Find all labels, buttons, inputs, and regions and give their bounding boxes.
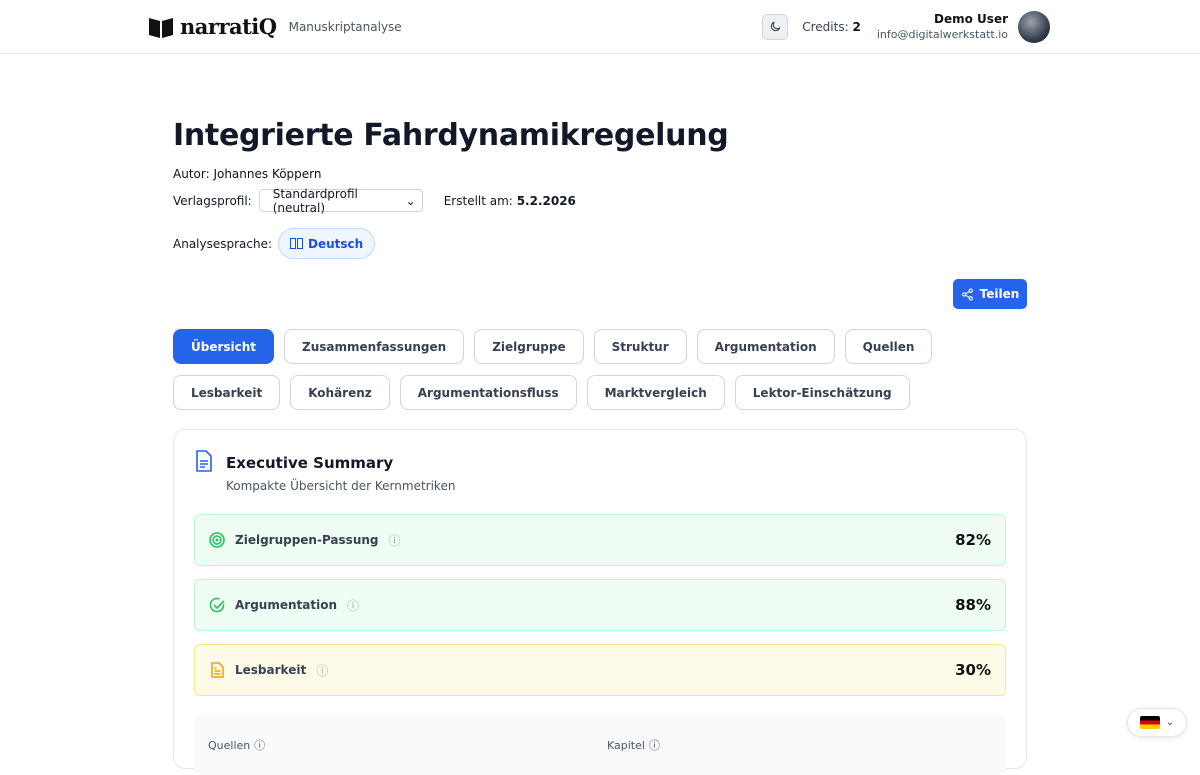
card-title: Executive Summary <box>226 454 394 472</box>
book-icon <box>149 17 173 38</box>
metric-label: Lesbarkeit <box>235 663 307 677</box>
tab-struktur[interactable]: Struktur <box>593 329 687 364</box>
document-icon <box>211 662 224 678</box>
credits: Credits: 2 <box>802 20 861 34</box>
document-icon <box>196 450 212 472</box>
tab-kohärenz[interactable]: Kohärenz <box>290 375 390 410</box>
profile-value: Standardprofil (neutral) <box>272 186 358 215</box>
logo[interactable]: narratiQ <box>148 14 277 39</box>
user-name: Demo User <box>934 12 1008 26</box>
tab-zielgruppe[interactable]: Zielgruppe <box>474 329 584 364</box>
details-row: Quellen ⓘ Kapitel ⓘ <box>194 715 1006 775</box>
sources-label: Quellen ⓘ <box>208 728 607 762</box>
credits-label: Credits: <box>802 19 849 34</box>
credits-value: 2 <box>852 19 861 34</box>
tab-argumentation[interactable]: Argumentation <box>696 329 835 364</box>
created-label: Erstellt am: <box>443 193 513 208</box>
card-subtitle: Kompakte Übersicht der Kernmetriken <box>226 479 456 493</box>
moon-icon <box>770 21 781 32</box>
share-icon <box>961 288 973 300</box>
metric-label: Zielgruppen-Passung <box>235 533 379 547</box>
brand-name: narratiQ <box>180 14 277 39</box>
metric-value: 82% <box>955 531 991 549</box>
tab-bar: Übersicht Zusammenfassungen Zielgruppe Stru… <box>173 329 1033 410</box>
language-value: Deutsch <box>308 236 364 251</box>
created-date: 5.2.2026 <box>516 193 576 208</box>
top-bar: narratiQ Manuskriptanalyse Credits: 2 De… <box>0 0 1200 54</box>
info-icon[interactable]: ⓘ <box>388 533 401 548</box>
tab-übersicht[interactable]: Übersicht <box>173 329 275 364</box>
info-icon[interactable]: ⓘ <box>316 663 329 678</box>
metric-value: 30% <box>955 661 991 679</box>
tab-quellen[interactable]: Quellen <box>844 329 933 364</box>
language-badge[interactable]: Deutsch <box>278 228 376 259</box>
tab-lesbarkeit[interactable]: Lesbarkeit <box>173 375 281 410</box>
metric-zielgruppen-passung: Zielgruppen-Passung ⓘ 82% <box>194 514 1006 566</box>
check-circle-icon <box>209 597 225 613</box>
executive-summary-card: Executive Summary Kompakte Übersicht der… <box>173 429 1027 775</box>
metric-lesbarkeit: Lesbarkeit ⓘ 30% <box>194 644 1006 696</box>
german-flag-icon <box>1139 716 1160 729</box>
info-icon[interactable]: ⓘ <box>648 739 660 752</box>
info-icon[interactable]: ⓘ <box>347 598 360 613</box>
language-switcher[interactable]: ⌄ <box>1127 708 1187 737</box>
language-label: Analysesprache: <box>173 236 273 251</box>
target-icon <box>209 532 225 548</box>
app-subtitle: Manuskriptanalyse <box>288 19 402 34</box>
metric-label: Argumentation <box>235 598 337 612</box>
chevron-down-icon: ⌄ <box>405 193 416 208</box>
publisher-profile-select[interactable]: Standardprofil (neutral) ⌄ <box>258 186 423 215</box>
author: Autor: Johannes Köppern <box>173 167 322 181</box>
avatar[interactable] <box>1018 10 1050 43</box>
share-button[interactable]: Teilen <box>953 279 1027 309</box>
dark-mode-toggle[interactable] <box>762 13 789 40</box>
profile-label: Verlagsprofil: <box>173 193 252 208</box>
metric-value: 88% <box>955 596 991 614</box>
tab-marktvergleich[interactable]: Marktvergleich <box>586 375 725 410</box>
sources-text: Quellen <box>208 738 251 752</box>
tab-zusammenfassungen[interactable]: Zusammenfassungen <box>284 329 465 364</box>
page-title: Integrierte Fahrdynamikregelung <box>173 118 729 153</box>
tab-lektor-einschätzung[interactable]: Lektor-Einschätzung <box>734 375 910 410</box>
chapters-text: Kapitel <box>607 738 645 752</box>
user-email: info@digitalwerkstatt.io <box>876 28 1008 41</box>
open-book-icon <box>290 238 304 249</box>
share-label: Teilen <box>979 287 1020 301</box>
chevron-down-icon: ⌄ <box>1165 717 1175 728</box>
info-icon[interactable]: ⓘ <box>254 739 266 752</box>
tab-argumentationsfluss[interactable]: Argumentationsfluss <box>399 375 577 410</box>
user-info[interactable]: Demo User info@digitalwerkstatt.io <box>877 12 1008 41</box>
metric-argumentation: Argumentation ⓘ 88% <box>194 579 1006 631</box>
chapters-label: Kapitel ⓘ <box>607 728 660 762</box>
